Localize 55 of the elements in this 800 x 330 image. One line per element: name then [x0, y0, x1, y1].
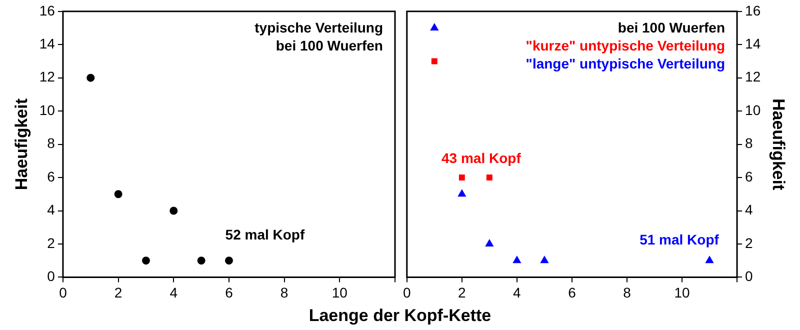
x-tick-label: 6 — [568, 284, 576, 300]
text: typische Verteilung bei 100 Wuerfen — [254, 19, 383, 54]
point — [224, 256, 233, 265]
annotation: 43 mal Kopf — [441, 150, 522, 166]
point — [706, 256, 714, 264]
y-tick-label: 2 — [745, 234, 754, 251]
x-tick-label: 10 — [674, 284, 690, 300]
y-tick-label: 8 — [47, 135, 56, 152]
point — [142, 256, 150, 265]
y-tick-label: 4 — [745, 202, 754, 218]
x-tick-label: 2 — [114, 284, 122, 300]
legend-title: bei 100 Wuerfen — [618, 19, 726, 36]
y-tick-label: 10 — [745, 102, 761, 118]
y-tick-label: 6 — [47, 168, 56, 184]
x-tick-label: 0 — [59, 284, 68, 300]
y-tick-label: 14 — [745, 35, 761, 52]
y-tick-label: 12 — [745, 68, 761, 85]
x-tick-label: 4 — [513, 284, 522, 300]
annotation: 51 mal Kopf — [640, 232, 720, 248]
y-tick-label: 6 — [745, 168, 754, 184]
point — [512, 256, 521, 264]
y-tick-label: 10 — [39, 102, 56, 118]
x-tick-label: 10 — [332, 284, 348, 300]
y-tick-label: 2 — [47, 234, 56, 251]
text: "kurze" untypische Verteilung — [526, 37, 726, 54]
y-tick-label: 0 — [745, 268, 754, 284]
x-tick-label: 0 — [402, 284, 411, 300]
y-tick-label: 0 — [47, 268, 56, 284]
point — [458, 190, 466, 197]
x-tick-label: 6 — [225, 284, 234, 300]
x-tick-label: 8 — [280, 284, 288, 300]
y-tick-label: 14 — [39, 35, 56, 52]
y-tick-label: 4 — [47, 202, 56, 218]
y-tick-label: 8 — [745, 135, 754, 152]
y-tick-label: 16 — [39, 2, 56, 18]
x-tick-label: 4 — [170, 284, 178, 300]
point — [431, 58, 438, 64]
x-tick-label: 2 — [458, 284, 466, 300]
point — [540, 256, 548, 264]
x-tick-label: 8 — [623, 284, 632, 300]
annotation: 52 mal Kopf — [225, 226, 305, 243]
point — [170, 206, 178, 215]
point — [485, 239, 494, 246]
x-axis-title: Laenge der Kopf-Kette — [308, 306, 492, 326]
point — [486, 174, 492, 180]
y-axis-title: Haeufigkeit — [769, 98, 788, 190]
point — [197, 256, 206, 265]
text: "lange" untypische Verteilung — [526, 55, 726, 72]
point — [86, 74, 95, 82]
point — [114, 190, 122, 198]
point — [458, 174, 465, 180]
y-tick-label: 16 — [745, 2, 761, 18]
y-axis-title: Haeufigkeit — [12, 98, 31, 190]
y-tick-label: 12 — [39, 68, 56, 85]
point — [430, 24, 438, 31]
